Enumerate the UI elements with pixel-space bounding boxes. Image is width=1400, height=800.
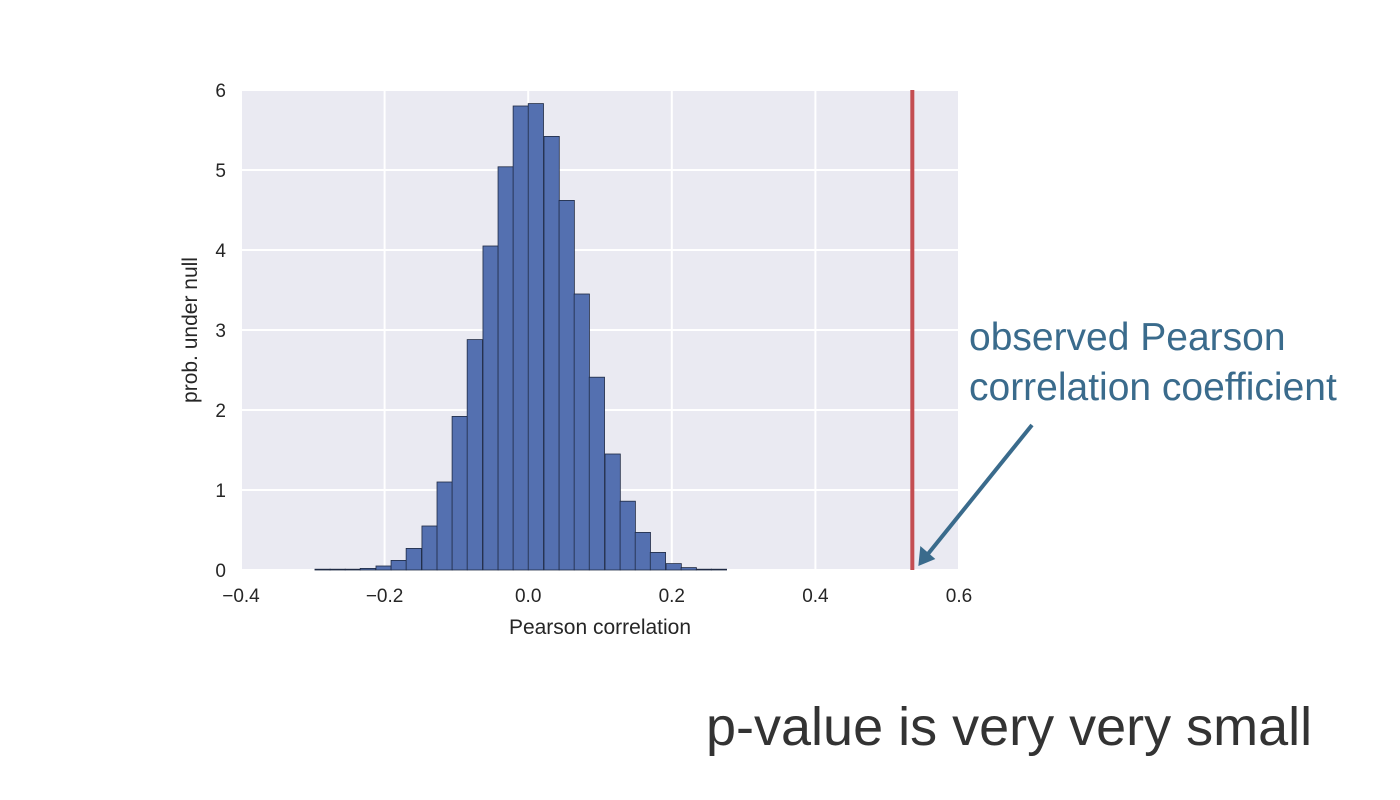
histogram-bar-16 <box>558 199 575 571</box>
histogram-bar-4 <box>375 565 392 571</box>
histogram-bar-3 <box>359 568 376 571</box>
histogram-bar-26 <box>710 568 727 571</box>
histogram-bar-12 <box>497 166 514 571</box>
histogram-bar-20 <box>619 500 636 571</box>
x-tick-label-5: 0.6 <box>946 586 972 607</box>
y-tick-label-1: 1 <box>215 481 226 502</box>
y-tick-label-4: 4 <box>215 241 226 262</box>
y-tick-label-0: 0 <box>215 561 226 582</box>
histogram-bar-17 <box>573 293 590 571</box>
histogram-bar-0 <box>314 568 331 571</box>
annotation-line-1: observed Pearson <box>969 316 1286 359</box>
histogram-bar-19 <box>604 453 621 571</box>
annotation-arrow-head <box>918 546 936 566</box>
histogram-bar-1 <box>329 568 346 571</box>
histogram-bar-11 <box>482 245 499 571</box>
x-tick-labels: −0.4 −0.2 0.0 0.2 0.4 0.6 <box>222 586 972 607</box>
y-tick-label-3: 3 <box>215 321 226 342</box>
histogram-bar-23 <box>665 563 682 571</box>
y-tick-label-2: 2 <box>215 401 226 422</box>
y-tick-label-6: 6 <box>215 81 226 102</box>
p-value-caption: p-value is very very small <box>706 697 1313 757</box>
x-tick-label-1: −0.2 <box>366 586 404 607</box>
x-tick-label-2: 0.0 <box>515 586 541 607</box>
y-tick-labels: 0 1 2 3 4 5 6 <box>215 81 226 582</box>
histogram-bar-21 <box>634 532 651 571</box>
histogram-bar-8 <box>436 481 453 571</box>
histogram-bar-9 <box>451 415 468 571</box>
histogram-bar-13 <box>512 105 529 571</box>
x-tick-label-0: −0.4 <box>222 586 260 607</box>
histogram-bar-10 <box>466 339 483 571</box>
histogram-bar-5 <box>390 560 407 571</box>
histogram-bar-18 <box>588 376 605 571</box>
y-tick-label-5: 5 <box>215 161 226 182</box>
annotation-arrow <box>924 423 1034 558</box>
histogram-bars <box>314 103 727 571</box>
x-axis-label: Pearson correlation <box>509 616 691 639</box>
histogram-bar-22 <box>649 552 666 571</box>
x-tick-label-3: 0.2 <box>659 586 685 607</box>
x-tick-label-4: 0.4 <box>802 586 829 607</box>
histogram-bar-6 <box>405 548 422 571</box>
histogram-bar-2 <box>344 568 361 571</box>
annotation-line-2: correlation coefficient <box>969 366 1337 409</box>
histogram-bar-25 <box>695 568 712 571</box>
histogram-bar-7 <box>421 525 438 571</box>
histogram-bar-24 <box>680 567 697 571</box>
histogram-bar-14 <box>527 103 544 571</box>
y-axis-label: prob. under null <box>179 257 202 403</box>
histogram-bar-15 <box>543 135 560 571</box>
